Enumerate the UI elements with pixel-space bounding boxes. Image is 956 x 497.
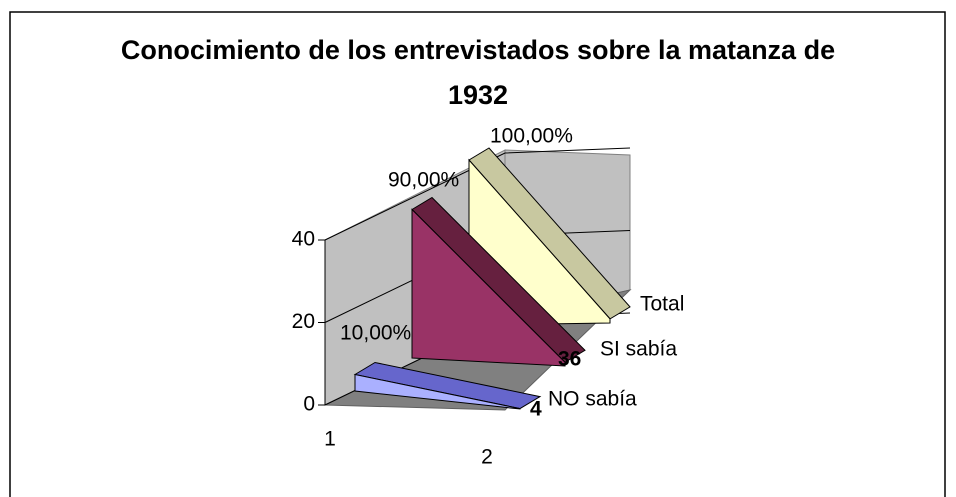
series-label: SI sabía (600, 338, 677, 361)
x-tick-label: 1 (324, 428, 336, 451)
series-label: NO sabía (548, 388, 637, 411)
data-label: 36 (558, 348, 581, 371)
data-label: 90,00% (388, 169, 459, 192)
area (354, 373, 521, 410)
y-tick-label: 20 (292, 310, 315, 333)
data-label: 4 (530, 398, 542, 421)
data-label: 100,00% (490, 125, 573, 148)
x-tick-label: 2 (481, 446, 493, 469)
series-label: Total (640, 293, 684, 316)
grid-line (324, 147, 631, 241)
y-tick-label: 40 (292, 228, 315, 251)
chart-title: Conocimiento de los entrevistados sobre … (120, 35, 836, 110)
y-tick-label: 0 (303, 393, 315, 416)
area (411, 208, 566, 367)
data-label: 10,00% (340, 322, 411, 345)
